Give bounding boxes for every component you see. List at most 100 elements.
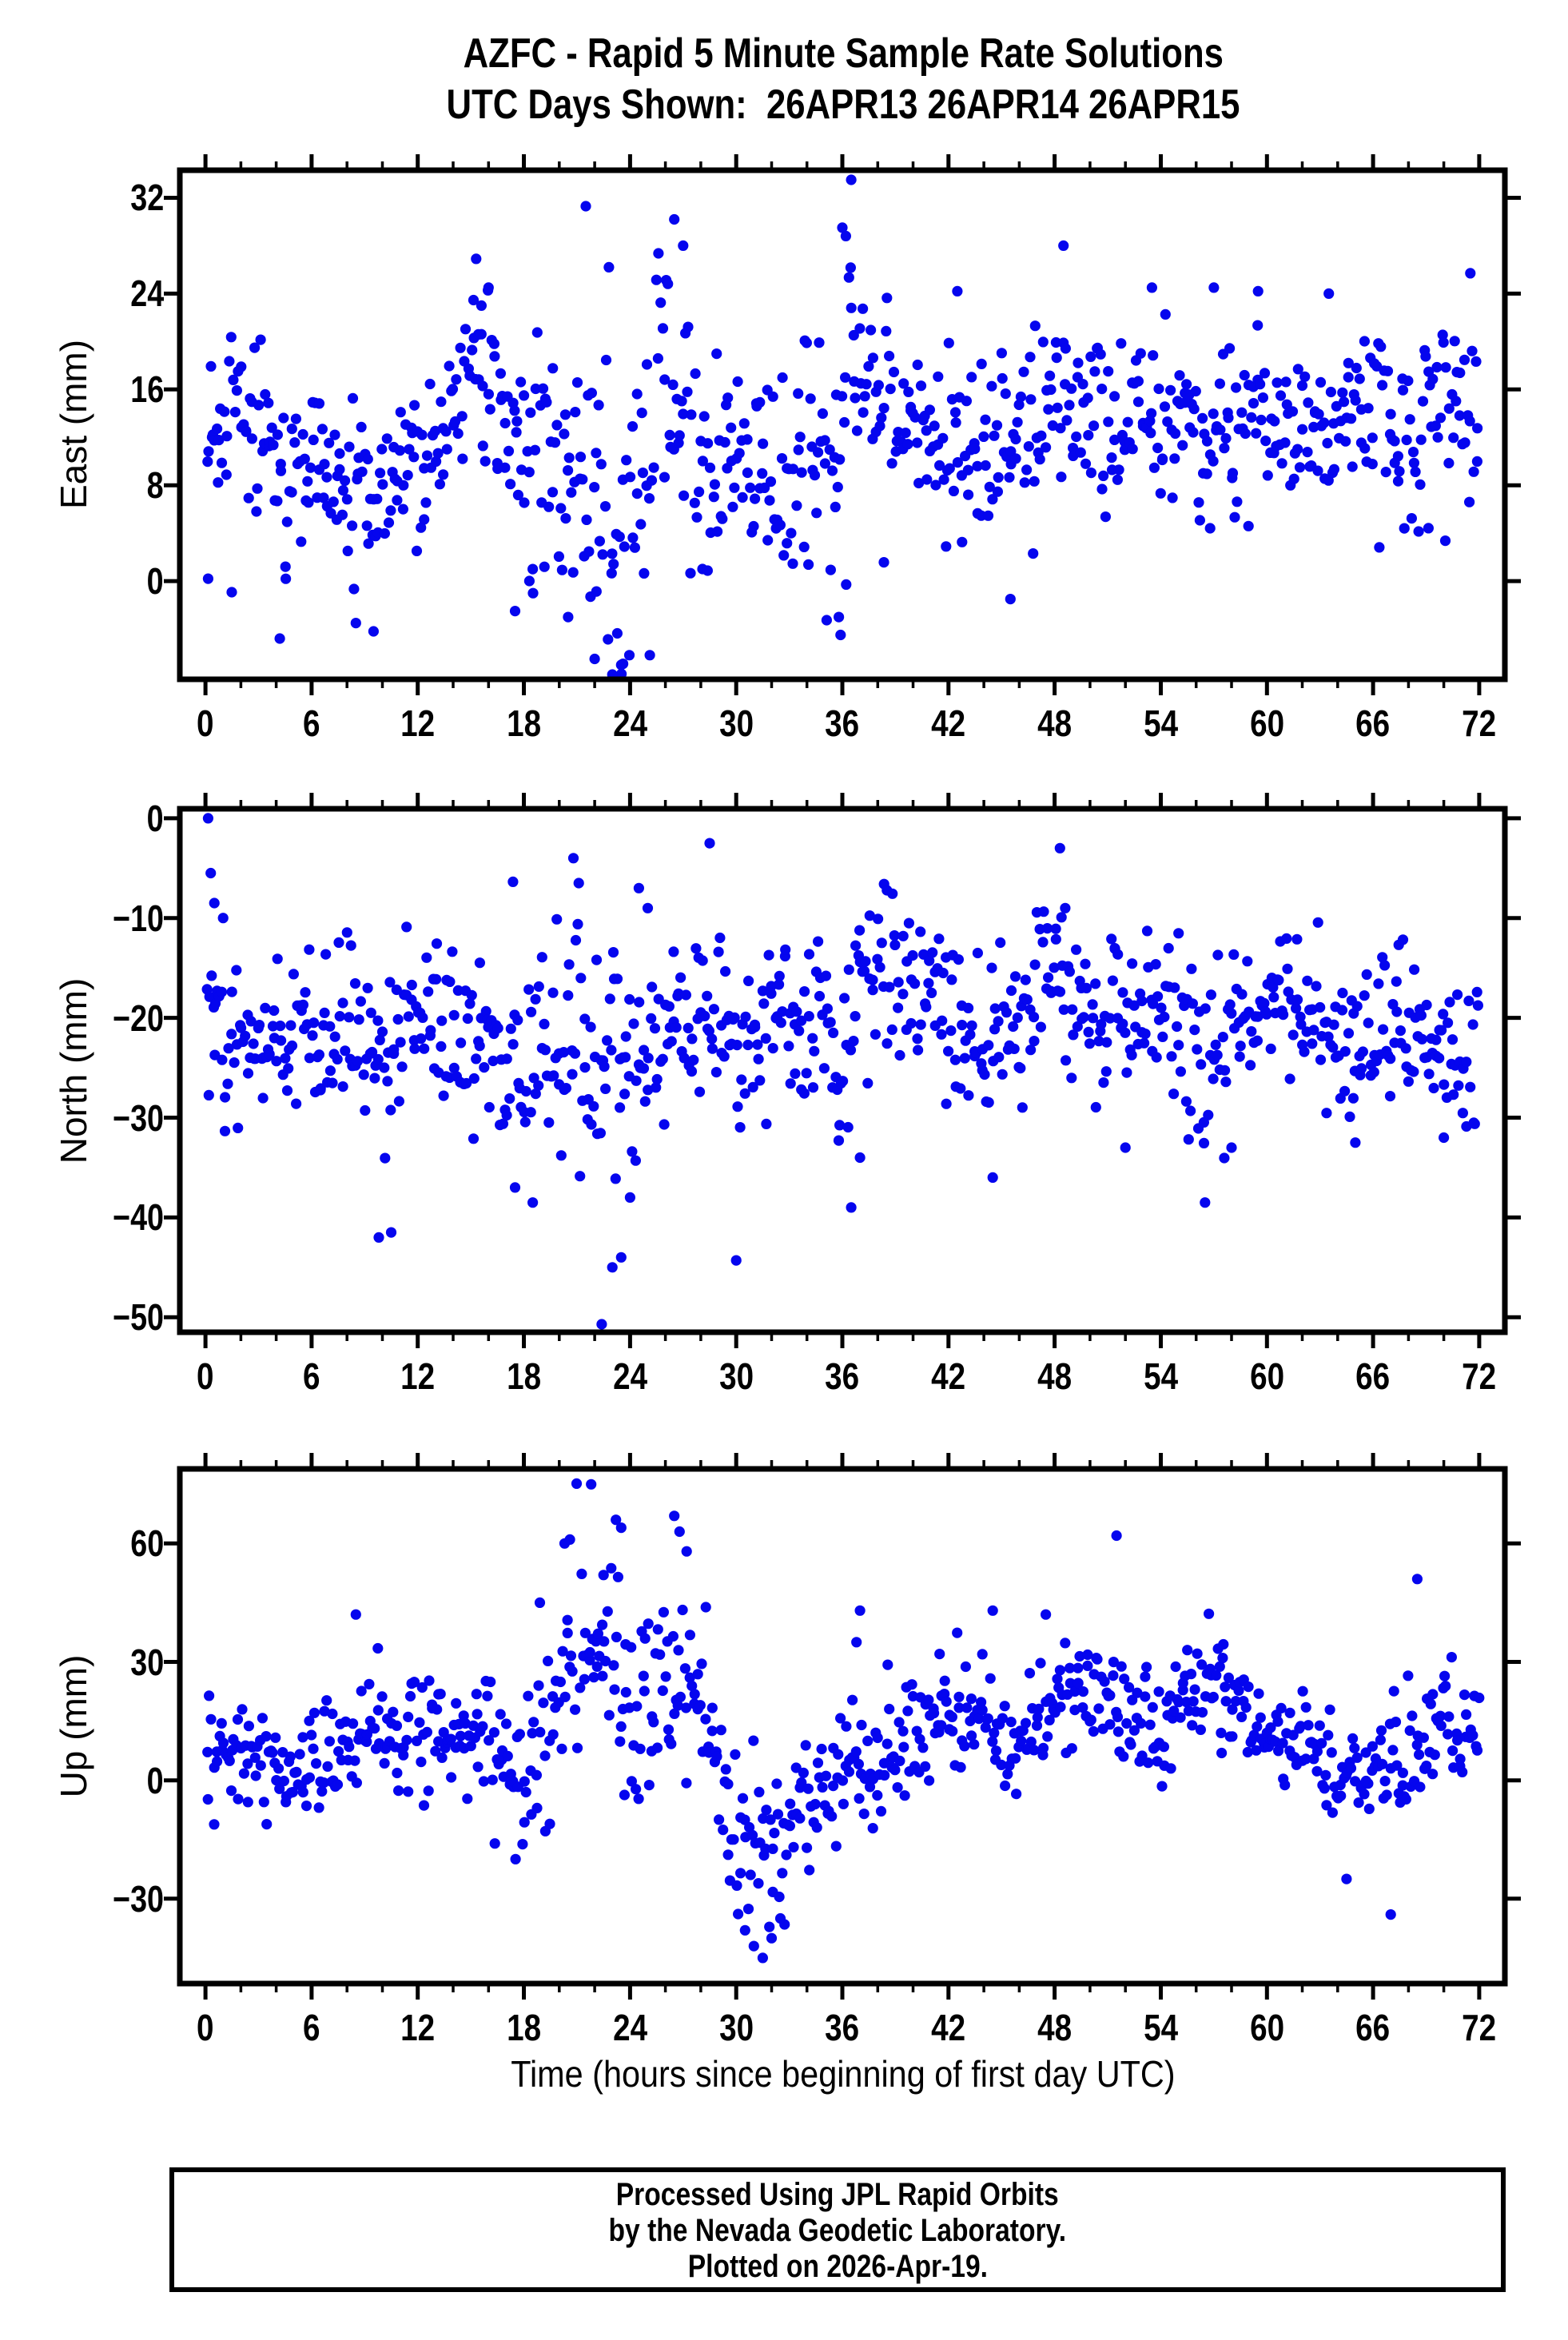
data-point (1072, 1021, 1083, 1033)
data-point (408, 452, 420, 463)
data-point (1308, 421, 1319, 433)
data-point (841, 579, 852, 591)
data-point (392, 1013, 404, 1025)
data-point (758, 438, 769, 449)
data-point (909, 978, 921, 989)
data-point (943, 1045, 954, 1057)
data-point (248, 1038, 259, 1049)
data-point (575, 973, 587, 984)
data-point (1156, 1002, 1167, 1013)
data-point-outlier (1200, 1197, 1211, 1208)
data-point (212, 1756, 223, 1767)
data-point (604, 993, 615, 1005)
data-point (1377, 952, 1388, 963)
x-tick-label-text: 30 (718, 2007, 754, 2048)
x-tick-label-north: 12 (362, 1356, 474, 1396)
data-point (825, 1017, 836, 1028)
data-point (812, 1757, 824, 1769)
data-point (784, 1821, 796, 1832)
data-point (1404, 1725, 1415, 1737)
data-point (1430, 420, 1441, 432)
data-point (472, 1709, 483, 1720)
data-point (722, 1849, 734, 1860)
data-point (487, 1774, 498, 1785)
data-point (782, 538, 793, 549)
data-point-outlier (1439, 1132, 1450, 1144)
data-point (902, 439, 913, 450)
x-tick-label-north: 42 (893, 1356, 1005, 1396)
data-point (526, 1006, 537, 1017)
data-point (997, 372, 1008, 384)
data-point (1001, 1007, 1013, 1018)
data-point (1415, 434, 1427, 445)
data-point (563, 465, 574, 476)
data-point (771, 1778, 782, 1789)
data-point (678, 408, 689, 420)
data-point (297, 1787, 308, 1798)
data-point (607, 548, 618, 559)
data-point (1107, 975, 1118, 986)
data-point (559, 428, 570, 440)
data-point-outlier (854, 1152, 866, 1164)
x-tick-label-text: 36 (825, 702, 860, 744)
data-point (375, 468, 386, 479)
data-point (936, 1720, 947, 1731)
data-point (638, 1063, 650, 1074)
data-point (839, 416, 850, 428)
data-point (742, 1039, 754, 1051)
data-point (543, 501, 555, 512)
data-point-outlier (1005, 594, 1016, 605)
data-point (597, 1619, 608, 1630)
data-point (834, 1120, 846, 1131)
data-point (424, 378, 436, 390)
data-point (348, 1718, 359, 1729)
data-point (570, 406, 581, 418)
data-point (884, 981, 895, 993)
data-point (1126, 1049, 1137, 1061)
data-point (1068, 1029, 1079, 1041)
data-point (1291, 933, 1303, 945)
data-point (1323, 1031, 1334, 1042)
data-point (875, 1805, 887, 1817)
data-point (690, 943, 702, 954)
data-point (329, 1031, 340, 1042)
data-point (845, 1045, 857, 1056)
data-point (329, 429, 340, 440)
data-point (424, 1030, 436, 1041)
data-point (476, 328, 487, 340)
data-point (631, 1701, 643, 1712)
data-point (253, 400, 265, 411)
data-point (706, 1033, 718, 1045)
data-point (257, 1713, 268, 1724)
data-point (1093, 1703, 1104, 1714)
data-point (233, 1793, 244, 1805)
data-point (930, 480, 941, 491)
x-tick-label-east: 0 (149, 703, 261, 743)
data-point (288, 969, 299, 980)
data-point (623, 650, 635, 661)
data-point (1391, 1760, 1403, 1771)
data-point (1185, 1669, 1197, 1680)
data-point (1471, 456, 1482, 468)
data-point (1208, 1691, 1219, 1703)
data-point (1101, 1037, 1112, 1048)
data-point-outlier (1350, 1137, 1361, 1148)
data-point (278, 412, 289, 424)
data-point (767, 391, 778, 402)
data-point (923, 1694, 934, 1705)
data-point (1303, 1720, 1314, 1731)
data-point (396, 1061, 408, 1072)
data-point (767, 1043, 778, 1054)
data-point (1467, 1019, 1478, 1030)
data-point (894, 1755, 905, 1766)
data-point (1447, 1745, 1459, 1757)
data-point (1463, 995, 1474, 1006)
data-point (949, 1054, 961, 1065)
data-point (743, 975, 754, 986)
data-point (1443, 1017, 1454, 1029)
data-point (333, 1745, 344, 1757)
data-point (584, 1654, 595, 1665)
data-point (1454, 410, 1465, 421)
data-point (718, 1825, 729, 1836)
data-point-outlier (854, 1605, 866, 1616)
